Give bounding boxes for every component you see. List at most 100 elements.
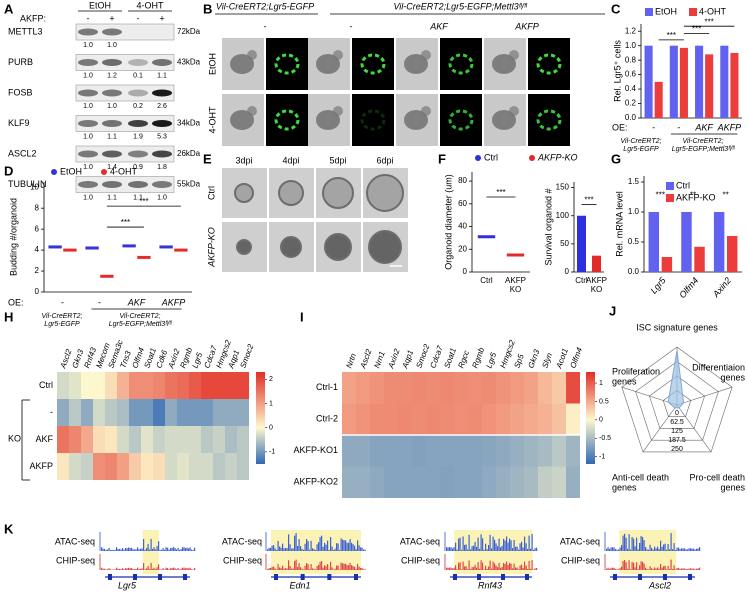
atac-signal: [494, 539, 496, 551]
organoid: [324, 233, 352, 261]
significance: ***: [692, 25, 701, 34]
heatmap-cell: [141, 426, 153, 453]
chip-signal: [162, 568, 164, 570]
significance: ***: [139, 197, 148, 206]
atac-signal: [639, 542, 641, 551]
chip-signal: [670, 559, 672, 570]
atac-signal: [170, 548, 172, 551]
chip-signal: [688, 568, 690, 570]
chip-signal: [343, 563, 345, 570]
heatmap-cell: [398, 372, 412, 404]
protein-name: KLF9: [8, 118, 30, 128]
atac-signal: [634, 546, 636, 551]
atac-signal: [631, 537, 633, 551]
heatmap-cell: [201, 453, 213, 480]
row-label: AKFP-KO: [206, 227, 216, 268]
heatmap-cell: [105, 453, 117, 480]
y-tick-label: 2: [35, 266, 40, 275]
heatmap-cell: [440, 435, 454, 467]
atac-signal: [467, 549, 469, 551]
group-label: Lgr5-EGFP;Mettl3ᶠˡ/ᶠˡ: [672, 146, 736, 153]
column-label: 4dpi: [282, 155, 299, 165]
heatmap-cell: [454, 466, 468, 498]
row-label: Ctrl-1: [316, 382, 338, 392]
y-tick-label: 20: [458, 244, 467, 253]
band-quant: 1.2: [107, 72, 117, 79]
chip-signal: [687, 569, 689, 570]
atac-signal: [304, 543, 306, 551]
chip-signal: [450, 567, 452, 570]
crypt: [421, 50, 431, 60]
panel-label: J: [609, 303, 616, 318]
crypt: [509, 106, 519, 116]
blot-band: [102, 28, 122, 36]
atac-signal: [189, 547, 191, 551]
chip-signal: [446, 567, 448, 570]
bar: [695, 45, 704, 118]
chip-signal: [123, 569, 125, 570]
atac-signal: [533, 549, 535, 551]
chip-signal: [276, 569, 278, 570]
atac-signal: [678, 547, 680, 551]
chip-signal: [334, 568, 336, 570]
chip-signal: [152, 568, 154, 570]
blot-band: [128, 181, 148, 188]
heatmap-cell: [177, 426, 189, 453]
atac-signal: [122, 548, 124, 551]
chip-signal: [312, 568, 314, 570]
gfp-signal: [536, 109, 562, 131]
chip-signal: [298, 563, 300, 570]
colorbar-tick-label: 2: [269, 376, 273, 383]
atac-signal: [657, 546, 659, 551]
atac-signal: [485, 543, 487, 551]
atac-signal: [489, 534, 491, 551]
heatmap-cell: [165, 372, 177, 399]
panel-label: E: [203, 151, 212, 166]
heatmap-cell: [552, 466, 566, 498]
atac-signal: [300, 546, 302, 551]
crypt: [247, 50, 257, 60]
bar: [654, 81, 663, 118]
chip-signal: [309, 569, 311, 570]
atac-signal: [360, 547, 362, 551]
heatmap-cell: [370, 435, 384, 467]
atac-signal: [479, 548, 481, 551]
row-label: AKFP: [29, 461, 53, 471]
blot-band: [78, 28, 98, 36]
chip-signal: [185, 568, 187, 570]
chip-signal: [483, 569, 485, 570]
chip-signal: [624, 559, 626, 570]
chip-signal: [477, 562, 479, 570]
protein-name: PURB: [8, 57, 33, 67]
chip-signal: [337, 565, 339, 570]
blot-band: [78, 89, 98, 97]
chip-signal: [646, 569, 648, 570]
heatmap-cell: [93, 426, 105, 453]
atac-signal: [150, 538, 152, 551]
chip-signal: [482, 562, 484, 570]
heatmap-cell: [225, 372, 237, 399]
atac-signal: [519, 543, 521, 551]
y-tick-label: 0.8: [625, 55, 637, 64]
atac-signal: [661, 546, 663, 551]
chip-signal: [678, 567, 680, 570]
atac-signal: [149, 549, 151, 551]
y-tick-label: 0.0: [625, 113, 637, 122]
chip-signal: [447, 567, 449, 570]
protein-name: METTL3: [8, 26, 43, 36]
crypt: [333, 50, 343, 60]
heatmap-cell: [496, 372, 510, 404]
chip-signal: [613, 567, 615, 570]
atac-signal: [536, 547, 538, 551]
atac-signal: [340, 538, 342, 551]
chip-signal: [471, 567, 473, 570]
fluorescence-image: [440, 94, 482, 146]
column-label: -: [350, 21, 353, 31]
blot-frame: [75, 54, 175, 71]
heatmap-cell: [342, 403, 356, 435]
significance: ***: [496, 188, 505, 197]
chip-signal: [147, 565, 149, 570]
bar: [730, 52, 739, 118]
exon: [300, 574, 305, 580]
genotype-label: Vil-CreERT2;Lgr5-EGFP;Mettl3ᶠˡ/ᶠˡ: [393, 1, 527, 11]
